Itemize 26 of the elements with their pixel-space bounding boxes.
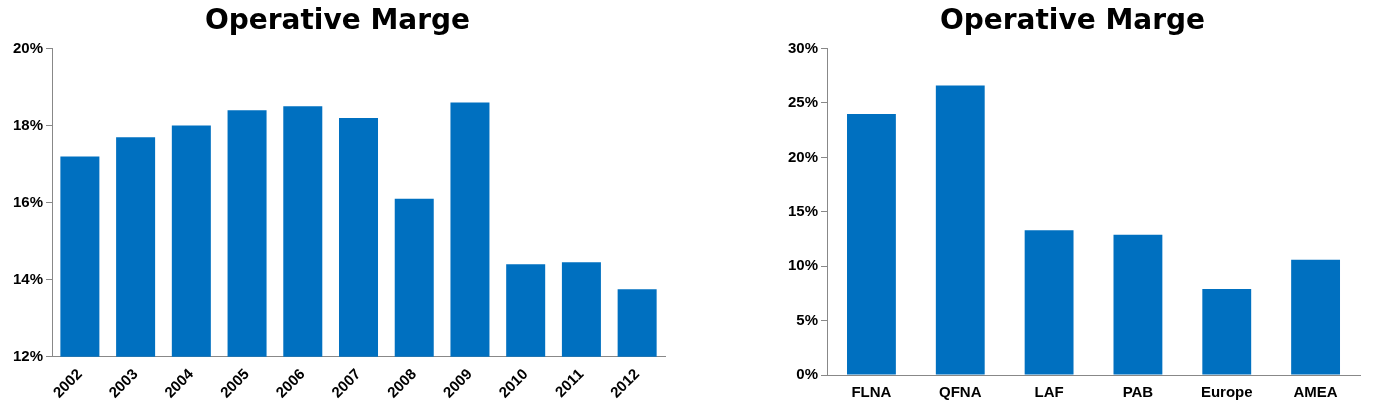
y-tick-label: 25% bbox=[787, 93, 819, 111]
bar bbox=[1113, 234, 1163, 375]
y-tick-label: 30% bbox=[787, 38, 819, 56]
bar bbox=[1291, 259, 1341, 375]
bar bbox=[847, 113, 896, 375]
y-tick-label: 14% bbox=[12, 269, 44, 287]
y-tick-label: 16% bbox=[12, 192, 44, 210]
y-tick-label: 10% bbox=[787, 256, 819, 274]
x-tick-label: PAB bbox=[1122, 383, 1154, 401]
bar bbox=[1202, 289, 1252, 375]
bar bbox=[1024, 230, 1074, 375]
x-tick-label: Europe bbox=[1200, 383, 1253, 401]
chart-title: Operative Marge bbox=[939, 3, 1206, 37]
y-tick-label: 18% bbox=[12, 115, 44, 133]
y-tick-label: 0% bbox=[796, 365, 819, 383]
y-tick-label: 12% bbox=[12, 346, 44, 364]
chart-title: Operative Marge bbox=[204, 3, 471, 37]
x-tick-label: LAF bbox=[1034, 383, 1064, 401]
y-tick-label: 20% bbox=[787, 147, 819, 165]
x-tick-label: AMEA bbox=[1293, 383, 1338, 401]
x-tick-label: QFNA bbox=[939, 383, 982, 401]
y-tick-label: 20% bbox=[12, 38, 44, 56]
bar bbox=[935, 85, 985, 375]
y-tick-label: 15% bbox=[787, 201, 819, 219]
y-tick-label: 5% bbox=[796, 310, 819, 328]
x-tick-label: FLNA bbox=[851, 383, 892, 401]
